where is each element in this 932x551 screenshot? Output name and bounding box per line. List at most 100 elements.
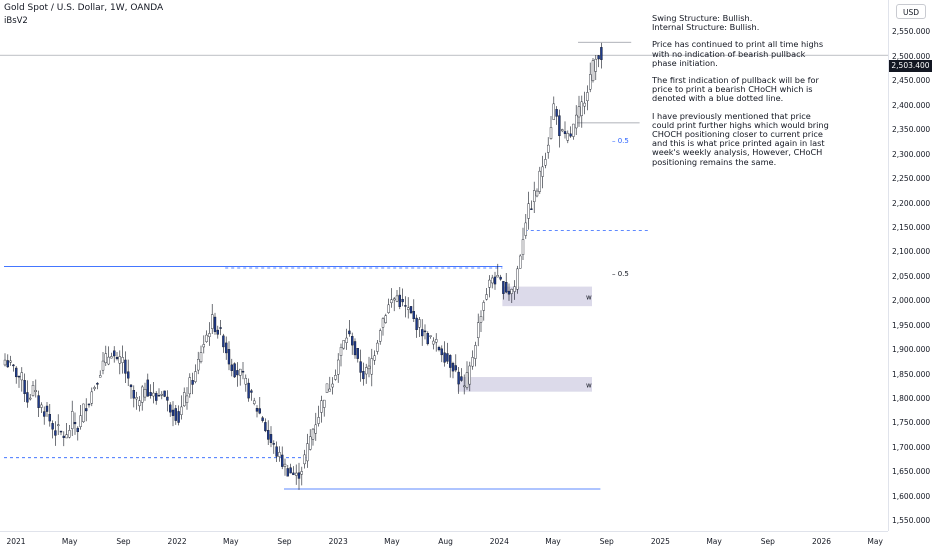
candle-body: [87, 403, 91, 406]
candle-body: [191, 380, 194, 385]
candle-body: [521, 239, 525, 255]
candle-body: [3, 359, 7, 366]
candle-body: [594, 58, 597, 72]
candle-body: [194, 371, 197, 382]
candle-body: [404, 305, 407, 307]
candle-body: [104, 353, 108, 363]
candle-body: [328, 388, 331, 392]
candle-body: [238, 368, 242, 376]
candle-body: [547, 144, 550, 153]
candle-body: [586, 92, 589, 102]
candle-body: [143, 389, 147, 398]
candle-body: [112, 350, 116, 357]
candle-body: [79, 415, 82, 427]
candle-body: [471, 357, 474, 367]
candle-body: [233, 363, 236, 378]
time-tick-label: 2021: [6, 537, 26, 546]
candle-body: [224, 342, 228, 354]
candle-body: [474, 345, 477, 359]
time-tick-label: May: [545, 537, 561, 546]
candle-body: [353, 341, 357, 356]
candle-body: [73, 422, 77, 425]
candle-body: [126, 371, 130, 379]
candle-body: [96, 382, 99, 385]
candle-body: [98, 375, 102, 378]
candle-body: [317, 417, 320, 424]
candle-body: [205, 334, 208, 342]
indicator-label[interactable]: iBsV2: [4, 16, 28, 26]
candle-body: [121, 357, 124, 363]
price-tick-label: 1,550.000: [892, 516, 931, 526]
candle-body: [43, 411, 46, 417]
candle-body: [54, 430, 57, 436]
candle-body: [418, 319, 421, 328]
time-tick-label: Sep: [760, 537, 775, 546]
candle-body: [516, 268, 519, 290]
price-tick-label: 1,700.000: [892, 442, 931, 452]
candle-body: [395, 295, 399, 302]
candlestick-chart[interactable]: w w – 0.5 – 0.5: [0, 0, 888, 531]
candle-body: [84, 408, 88, 412]
time-axis[interactable]: 2021 May Sep 2022 May Sep 2023 May Aug 2024 May Sep…: [0, 531, 888, 551]
candle-body: [166, 396, 169, 401]
candle-body: [216, 329, 220, 335]
time-tick-label: 2026: [811, 537, 832, 546]
time-tick-label: May: [384, 537, 400, 546]
candle-body: [241, 370, 245, 373]
candle-body: [247, 382, 250, 399]
candle-body: [524, 222, 527, 236]
candle-body: [160, 393, 164, 396]
candle-body: [129, 384, 133, 388]
candle-body: [390, 299, 393, 304]
candle-body: [345, 337, 348, 343]
candle-body: [580, 101, 583, 116]
candle-body: [421, 329, 424, 337]
candle-body: [589, 74, 592, 90]
candle-body: [157, 394, 161, 397]
currency-button[interactable]: USD: [896, 4, 926, 19]
time-tick-label: 2024: [489, 537, 509, 546]
candle-body: [48, 414, 51, 422]
candle-body: [59, 430, 63, 433]
price-tick-label: 2,300.000: [892, 149, 931, 159]
price-tick-label: 1,850.000: [892, 369, 931, 379]
candle-body: [177, 411, 180, 423]
candle-body: [230, 364, 234, 371]
candle-body: [51, 423, 54, 430]
candle-body: [325, 383, 329, 393]
candle-body: [600, 47, 603, 60]
candle-body: [507, 290, 511, 295]
time-tick-label: May: [223, 537, 239, 546]
candle-body: [407, 307, 410, 310]
candle-body: [468, 365, 471, 385]
price-axis[interactable]: 1,550.000 1,600.000 1,650.000 1,700.000 1,75…: [888, 0, 932, 531]
candle-body: [572, 123, 575, 137]
candle-body: [202, 344, 206, 348]
candle-body: [146, 379, 150, 397]
candle-body: [149, 392, 152, 396]
candle-body: [443, 352, 446, 363]
candle-body: [82, 403, 85, 423]
candle-body: [454, 365, 457, 371]
candle-body: [213, 316, 217, 332]
candle-body: [68, 430, 71, 438]
price-tick-label: 2,400.000: [892, 100, 931, 110]
candle-body: [563, 131, 567, 134]
price-tick-label: 2,350.000: [892, 125, 931, 135]
candle-body: [275, 446, 278, 457]
candle-body: [432, 340, 435, 345]
candle-body: [14, 367, 18, 378]
chart-area[interactable]: w w – 0.5 – 0.5 Gold Spot / U.S. Dollar, 1W…: [0, 0, 888, 531]
candle-body: [365, 367, 368, 375]
candle-body: [337, 359, 340, 375]
candle-body: [463, 385, 466, 388]
candle-body: [309, 436, 312, 450]
candle-body: [196, 359, 200, 371]
demand-zone: [457, 377, 592, 392]
candle-body: [415, 317, 418, 330]
price-tick-label: 1,600.000: [892, 491, 931, 501]
candle-body: [65, 434, 68, 439]
candle-body: [168, 404, 172, 413]
candle-body: [558, 115, 561, 137]
candle-body: [278, 452, 281, 457]
